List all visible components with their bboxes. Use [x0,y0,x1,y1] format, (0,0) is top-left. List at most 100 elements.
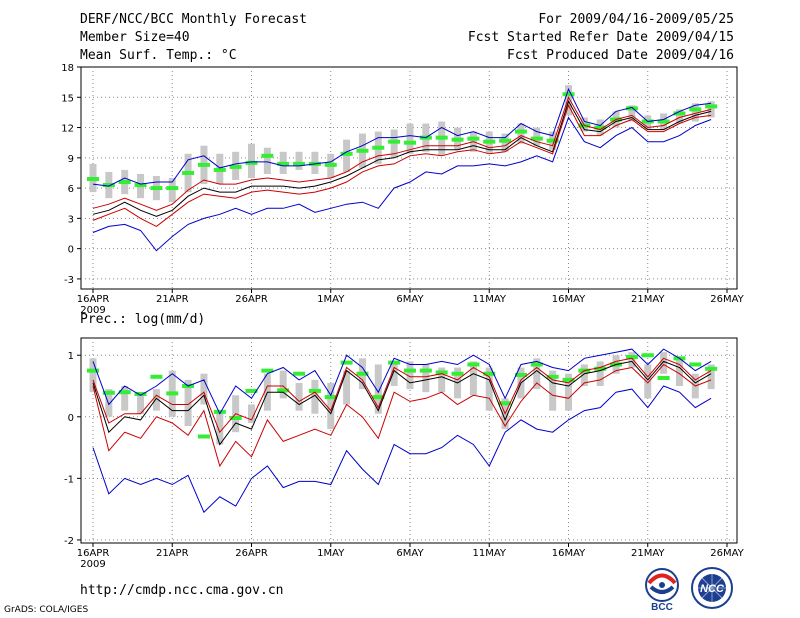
temperature-year-label: 2009 [80,305,105,316]
precipitation-clim-mark [229,416,242,421]
temperature-spread-bar [675,109,683,124]
precipitation-clim-mark [197,434,210,439]
temperature-xtick-label: 16MAY [552,294,586,305]
precipitation-clim-mark [530,362,543,367]
temperature-clim-mark [118,180,131,185]
precipitation-spread-bar [644,364,652,399]
precipitation-clim-mark [562,377,575,382]
precipitation-clim-mark [150,374,163,379]
temperature-clim-mark [673,111,686,116]
precipitation-year-label: 2009 [80,559,105,570]
precipitation-spread-bar [390,361,398,387]
temperature-spread-bar [168,178,176,203]
precipitation-xtick-label: 6MAY [396,548,424,559]
precipitation-xtick-label: 11MAY [472,548,506,559]
temperature-clim-mark [689,107,702,112]
ncc-logo-text: NCC [700,583,725,595]
precipitation-xtick-label: 16MAY [552,548,586,559]
temperature-spread-bar [390,129,398,158]
temperature-clim-mark [293,161,306,166]
temperature-clim-mark [150,186,163,191]
precipitation-clim-mark [641,353,654,358]
precipitation-spread-bar [374,364,382,414]
precipitation-clim-mark [388,360,401,365]
precipitation-clim-mark [483,371,496,376]
temperature-xtick-label: 6MAY [396,294,424,305]
forecast-started-date: Fcst Started Refer Date 2009/04/15 [467,30,734,45]
precipitation-spread-bar [248,404,255,423]
temperature-clim-mark [340,151,353,156]
precipitation-clim-mark [166,391,179,396]
temperature-clim-mark [277,161,290,166]
precipitation-xtick-label: 26APR [235,548,268,559]
temperature-spread-bar [628,105,636,122]
precipitation-spread-bar [327,382,335,430]
temperature-clim-mark [530,136,543,141]
precipitation-spread-bar [105,389,113,417]
temperature-clim-mark [87,177,99,182]
precipitation-clim-mark [293,371,306,376]
temperature-spread-bar [533,127,541,146]
precipitation-line-inner_lower [92,363,712,468]
temperature-ytick-label: 12 [61,124,74,135]
forecast-period: For 2009/04/16-2009/05/25 [538,12,734,27]
precipitation-spread-bar [438,367,446,393]
temperature-line-outer_upper [92,87,712,187]
precipitation-spread-bar [152,389,160,411]
temperature-clim-mark [245,160,258,165]
precipitation-spread-bar [549,370,557,411]
precipitation-clim-mark [118,390,131,395]
forecast-produced-date: Fcst Produced Date 2009/04/16 [507,48,734,63]
temperature-xtick-label: 26MAY [710,294,744,305]
precipitation-clim-mark [451,371,464,376]
bcc-logo-text: BCC [651,602,673,612]
precipitation-clim-mark [356,371,369,376]
precipitation-spread-bar [533,358,541,390]
precipitation-clim-mark [102,390,115,395]
precipitation-spread-bar [596,361,604,387]
precipitation-clim-mark [372,395,385,400]
precipitation-clim-mark [324,395,337,400]
precipitation-ytick-label: 0 [68,413,74,424]
temperature-clim-mark [562,92,575,97]
temperature-clim-mark [404,140,416,145]
temperature-clim-mark [102,183,115,188]
source-url[interactable]: http://cmdp.ncc.cma.gov.cn [80,583,284,598]
precipitation-clim-mark [308,388,321,393]
precipitation-spread-bar [295,382,303,411]
temperature-clim-mark [166,186,179,191]
ncc-logo: NCC [691,567,733,609]
chart-title: DERF/NCC/BCC Monthly Forecast [80,12,307,27]
precipitation-clim-mark [404,368,416,373]
precipitation-spread-bar [406,361,414,390]
temperature-xtick-label: 11MAY [472,294,506,305]
temperature-line-inner_upper [92,96,712,211]
precipitation-spread-bar [660,352,668,374]
temperature-spread-bar [707,101,715,118]
temperature-line-outer_lower [92,116,712,252]
temperature-clim-mark [197,162,210,167]
temperature-ytick-label: -3 [64,275,74,286]
temperature-clim-mark [388,139,401,144]
temperature-clim-mark [467,136,480,141]
precipitation-xtick-label: 21MAY [631,548,665,559]
precipitation-clim-mark [657,376,670,381]
temperature-xtick-label: 26APR [235,294,268,305]
temperature-clim-mark [213,167,226,172]
temperature-clim-mark [435,135,448,140]
precipitation-ytick-label: -2 [64,536,74,547]
temperature-spread-bar [691,103,699,122]
precipitation-frame [80,337,738,544]
temperature-clim-mark [261,153,274,158]
precipitation-clim-mark [499,401,512,406]
bcc-logo: BCC [645,568,679,612]
variable-label: Mean Surf. Temp.: °C [80,48,237,63]
precipitation-clim-mark [514,372,527,377]
temperature-xtick-label: 16APR [77,294,110,305]
temperature-xtick-label: 1MAY [317,294,345,305]
temperature-spread-bar [295,151,303,170]
temperature-clim-mark [229,164,242,169]
precipitation-clim-mark [87,368,99,373]
precipitation-ytick-label: -1 [64,474,74,485]
